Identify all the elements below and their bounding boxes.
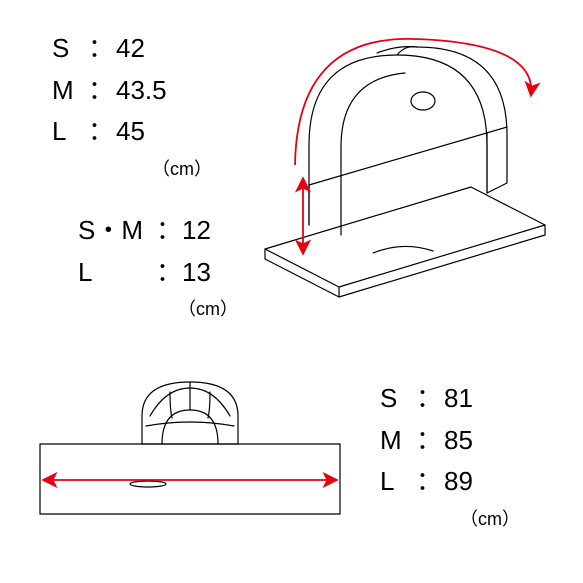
size-value: 12 (182, 210, 211, 252)
table-row: L ： 89 (380, 461, 520, 503)
size-table-3: S ： 81 M ： 85 L ： 89 （cm） (380, 378, 520, 531)
diagram-iso (255, 35, 555, 325)
size-table-1: S ： 42 M ： 43.5 L ： 45 （cm） (52, 28, 212, 181)
size-label: M (52, 70, 86, 112)
size-value: 42 (116, 28, 145, 70)
colon: ： (156, 252, 182, 294)
size-label: L (52, 111, 86, 153)
size-label: S (52, 28, 86, 70)
diagram-front (30, 370, 350, 550)
colon: ： (156, 210, 182, 252)
size-label: L (78, 252, 156, 294)
table-row: L ： 13 (78, 252, 238, 294)
table-row: S ： 81 (380, 378, 520, 420)
size-value: 43.5 (116, 70, 167, 112)
table-row: L ： 45 (52, 111, 212, 153)
table-row: S ： 42 (52, 28, 212, 70)
unit-label: （cm） (52, 155, 212, 181)
size-label: L (380, 461, 414, 503)
colon: ： (86, 111, 116, 153)
size-value: 45 (116, 111, 145, 153)
size-label: M (380, 420, 414, 462)
colon: ： (414, 461, 444, 503)
size-value: 85 (444, 420, 473, 462)
size-value: 13 (182, 252, 211, 294)
size-value: 89 (444, 461, 473, 503)
size-label: S・M (78, 210, 156, 252)
table-row: S・M ： 12 (78, 210, 238, 252)
size-value: 81 (444, 378, 473, 420)
size-label: S (380, 378, 414, 420)
colon: ： (414, 420, 444, 462)
table-row: M ： 43.5 (52, 70, 212, 112)
colon: ： (86, 70, 116, 112)
colon: ： (86, 28, 116, 70)
unit-label: （cm） (78, 295, 238, 321)
size-table-2: S・M ： 12 L ： 13 （cm） (78, 210, 238, 321)
unit-label: （cm） (380, 505, 520, 531)
table-row: M ： 85 (380, 420, 520, 462)
colon: ： (414, 378, 444, 420)
